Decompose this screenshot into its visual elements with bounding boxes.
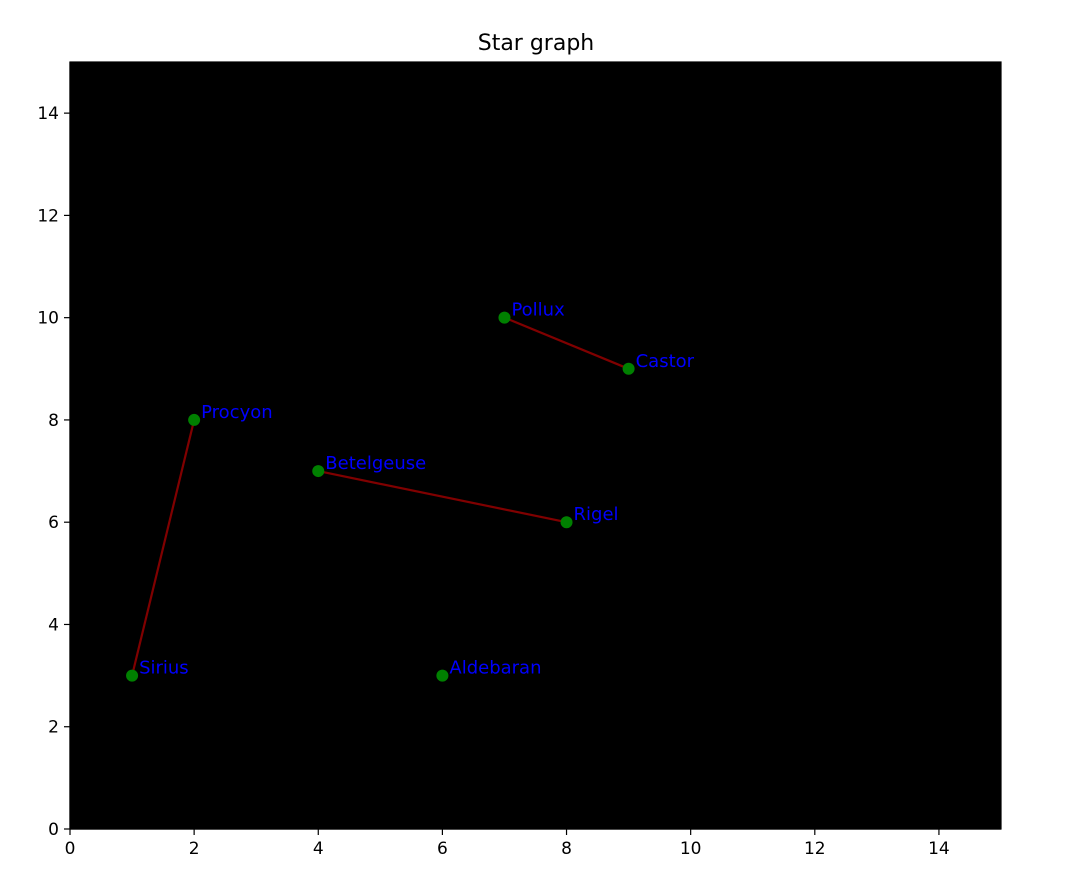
star-label-pollux: Pollux (511, 300, 565, 321)
x-tick-label: 10 (680, 839, 702, 859)
x-tick-label: 14 (928, 839, 950, 859)
star-point-rigel (560, 516, 573, 529)
x-tick-label: 6 (437, 839, 448, 859)
star-label-aldebaran: Aldebaran (449, 658, 541, 679)
y-tick-label: 8 (48, 411, 59, 431)
star-point-aldebaran (436, 669, 449, 682)
edge-betelgeuse-rigel (318, 469, 567, 524)
y-tick-label: 10 (37, 309, 59, 329)
x-tick-label: 0 (65, 839, 76, 859)
y-tick-label: 12 (37, 206, 59, 226)
star-label-sirius: Sirius (139, 658, 189, 679)
star-point-sirius (126, 669, 139, 682)
edge-sirius-procyon (130, 419, 196, 676)
points-layer (126, 311, 635, 682)
x-tick-label: 4 (313, 839, 324, 859)
chart-title: Star graph (478, 31, 595, 56)
star-point-betelgeuse (312, 465, 325, 478)
plot-area (70, 62, 1001, 829)
x-tick-label: 12 (804, 839, 826, 859)
x-tick-label: 8 (561, 839, 572, 859)
star-label-procyon: Procyon (201, 402, 273, 423)
plot-frame (69, 61, 1002, 830)
y-tick-label: 6 (48, 513, 59, 533)
y-tick-label: 2 (48, 718, 59, 738)
x-tick-label: 2 (189, 839, 200, 859)
star-point-pollux (498, 311, 511, 324)
y-tick-label: 4 (48, 615, 59, 635)
y-tick-label: 14 (37, 104, 59, 124)
edge-pollux-castor (504, 316, 630, 370)
y-axis: 0 2 4 6 8 10 12 14 (37, 62, 71, 840)
edges-layer (130, 316, 630, 676)
star-label-betelgeuse: Betelgeuse (325, 453, 426, 474)
star-point-castor (622, 362, 635, 375)
x-axis: 0 2 4 6 8 10 12 14 (65, 828, 1001, 859)
y-tick-label: 0 (48, 820, 59, 840)
star-label-rigel: Rigel (574, 504, 619, 525)
star-label-castor: Castor (636, 351, 695, 372)
star-point-procyon (188, 413, 201, 426)
labels-layer: Sirius Procyon Betelgeuse Rigel Aldebaran Pol… (139, 300, 695, 679)
